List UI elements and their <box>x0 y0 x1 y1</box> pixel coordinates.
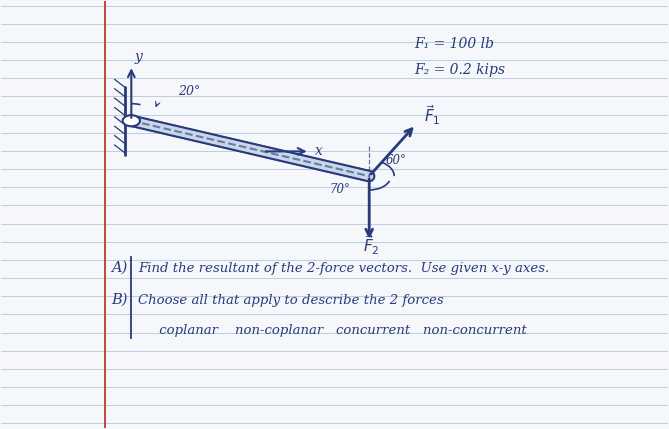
Text: 20°: 20° <box>178 85 200 98</box>
Text: B): B) <box>111 293 128 307</box>
Text: coplanar    non-coplanar   concurrent   non-concurrent: coplanar non-coplanar concurrent non-con… <box>138 324 527 337</box>
Text: $\vec{F}_1$: $\vec{F}_1$ <box>424 103 440 127</box>
Text: F₂ = 0.2 kips: F₂ = 0.2 kips <box>415 63 506 77</box>
Text: y: y <box>134 50 142 64</box>
Text: Choose all that apply to describe the 2 forces: Choose all that apply to describe the 2 … <box>138 294 444 307</box>
Circle shape <box>122 115 140 126</box>
Text: 70°: 70° <box>329 183 350 196</box>
Text: x: x <box>315 144 322 158</box>
Text: Find the resultant of the 2-force vectors.  Use given x-y axes.: Find the resultant of the 2-force vector… <box>138 262 549 275</box>
Text: 60°: 60° <box>386 154 407 167</box>
Text: $\vec{F}_2$: $\vec{F}_2$ <box>363 233 379 257</box>
Text: A): A) <box>111 261 128 275</box>
Text: F₁ = 100 lb: F₁ = 100 lb <box>415 37 494 51</box>
